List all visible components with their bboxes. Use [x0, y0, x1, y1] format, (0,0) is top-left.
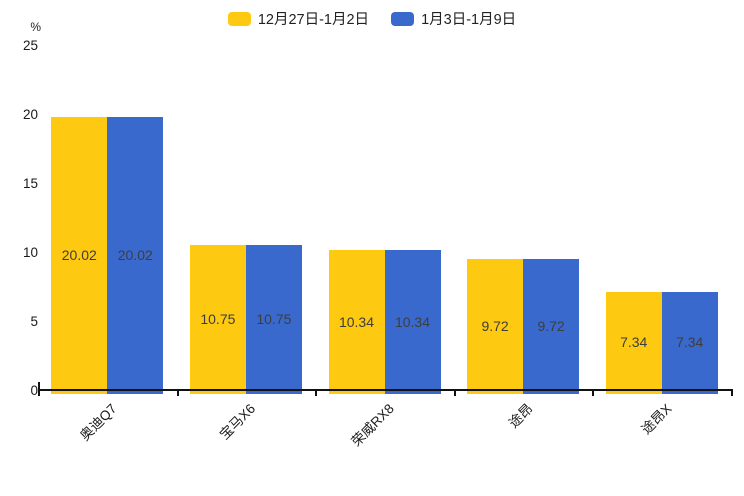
bar-series2 — [661, 291, 718, 394]
y-tick-label: 0 — [30, 383, 38, 398]
bar-value-label: 10.34 — [394, 313, 431, 330]
bar-series2 — [523, 258, 580, 394]
legend-item-series1[interactable]: 12月27日-1月2日 — [227, 8, 370, 29]
bar-value-label: 9.72 — [537, 317, 565, 334]
legend-label-series2: 1月3日-1月9日 — [421, 12, 517, 28]
x-axis-tick — [38, 391, 40, 396]
bar-value-label: 9.72 — [481, 317, 509, 334]
x-axis-tick — [315, 391, 318, 396]
bar-value-label: 7.34 — [620, 334, 648, 351]
bar-series2 — [245, 244, 302, 394]
y-tick-label: 20 — [22, 107, 38, 122]
bar-value-label: 10.75 — [256, 310, 292, 327]
bar-value-label: 20.02 — [117, 246, 153, 263]
y-axis-unit-label: % — [30, 20, 41, 34]
x-category-label: 奥迪Q7 — [77, 401, 120, 444]
x-axis-line — [38, 389, 733, 391]
bar-value-label: 10.34 — [338, 313, 375, 330]
y-tick-label: 5 — [30, 314, 38, 329]
bar-value-label: 10.75 — [200, 310, 236, 327]
bar-series1 — [189, 244, 246, 394]
y-tick-label: 10 — [22, 245, 38, 260]
bar-series2 — [384, 250, 441, 394]
x-axis-tick — [731, 391, 733, 396]
bar-series1 — [605, 291, 662, 394]
y-tick-label: 15 — [22, 176, 38, 191]
legend: 12月27日-1月2日 1月3日-1月9日 — [0, 8, 744, 29]
x-category-label: 途昂 — [506, 401, 536, 431]
legend-item-series2[interactable]: 1月3日-1月9日 — [391, 8, 516, 29]
legend-swatch-series2 — [391, 11, 415, 26]
bar-value-label: 7.34 — [676, 334, 704, 351]
bar-value-label: 20.02 — [61, 246, 97, 263]
x-axis-tick — [453, 391, 456, 396]
x-category-label: 宝马X6 — [217, 401, 259, 443]
bar-series1 — [328, 250, 385, 394]
x-axis-tick — [592, 391, 595, 396]
bar-series1 — [467, 258, 524, 394]
legend-swatch-series1 — [227, 11, 251, 26]
bar-series1 — [51, 116, 108, 394]
y-axis-stub-tick — [38, 382, 40, 389]
legend-label-series1: 12月27日-1月2日 — [257, 12, 370, 28]
x-category-label: 途昂X — [638, 401, 675, 438]
x-category-label: 荣威RX8 — [348, 401, 398, 450]
y-tick-label: 25 — [22, 38, 38, 53]
x-axis-tick — [176, 391, 179, 396]
bar-series2 — [107, 116, 164, 394]
